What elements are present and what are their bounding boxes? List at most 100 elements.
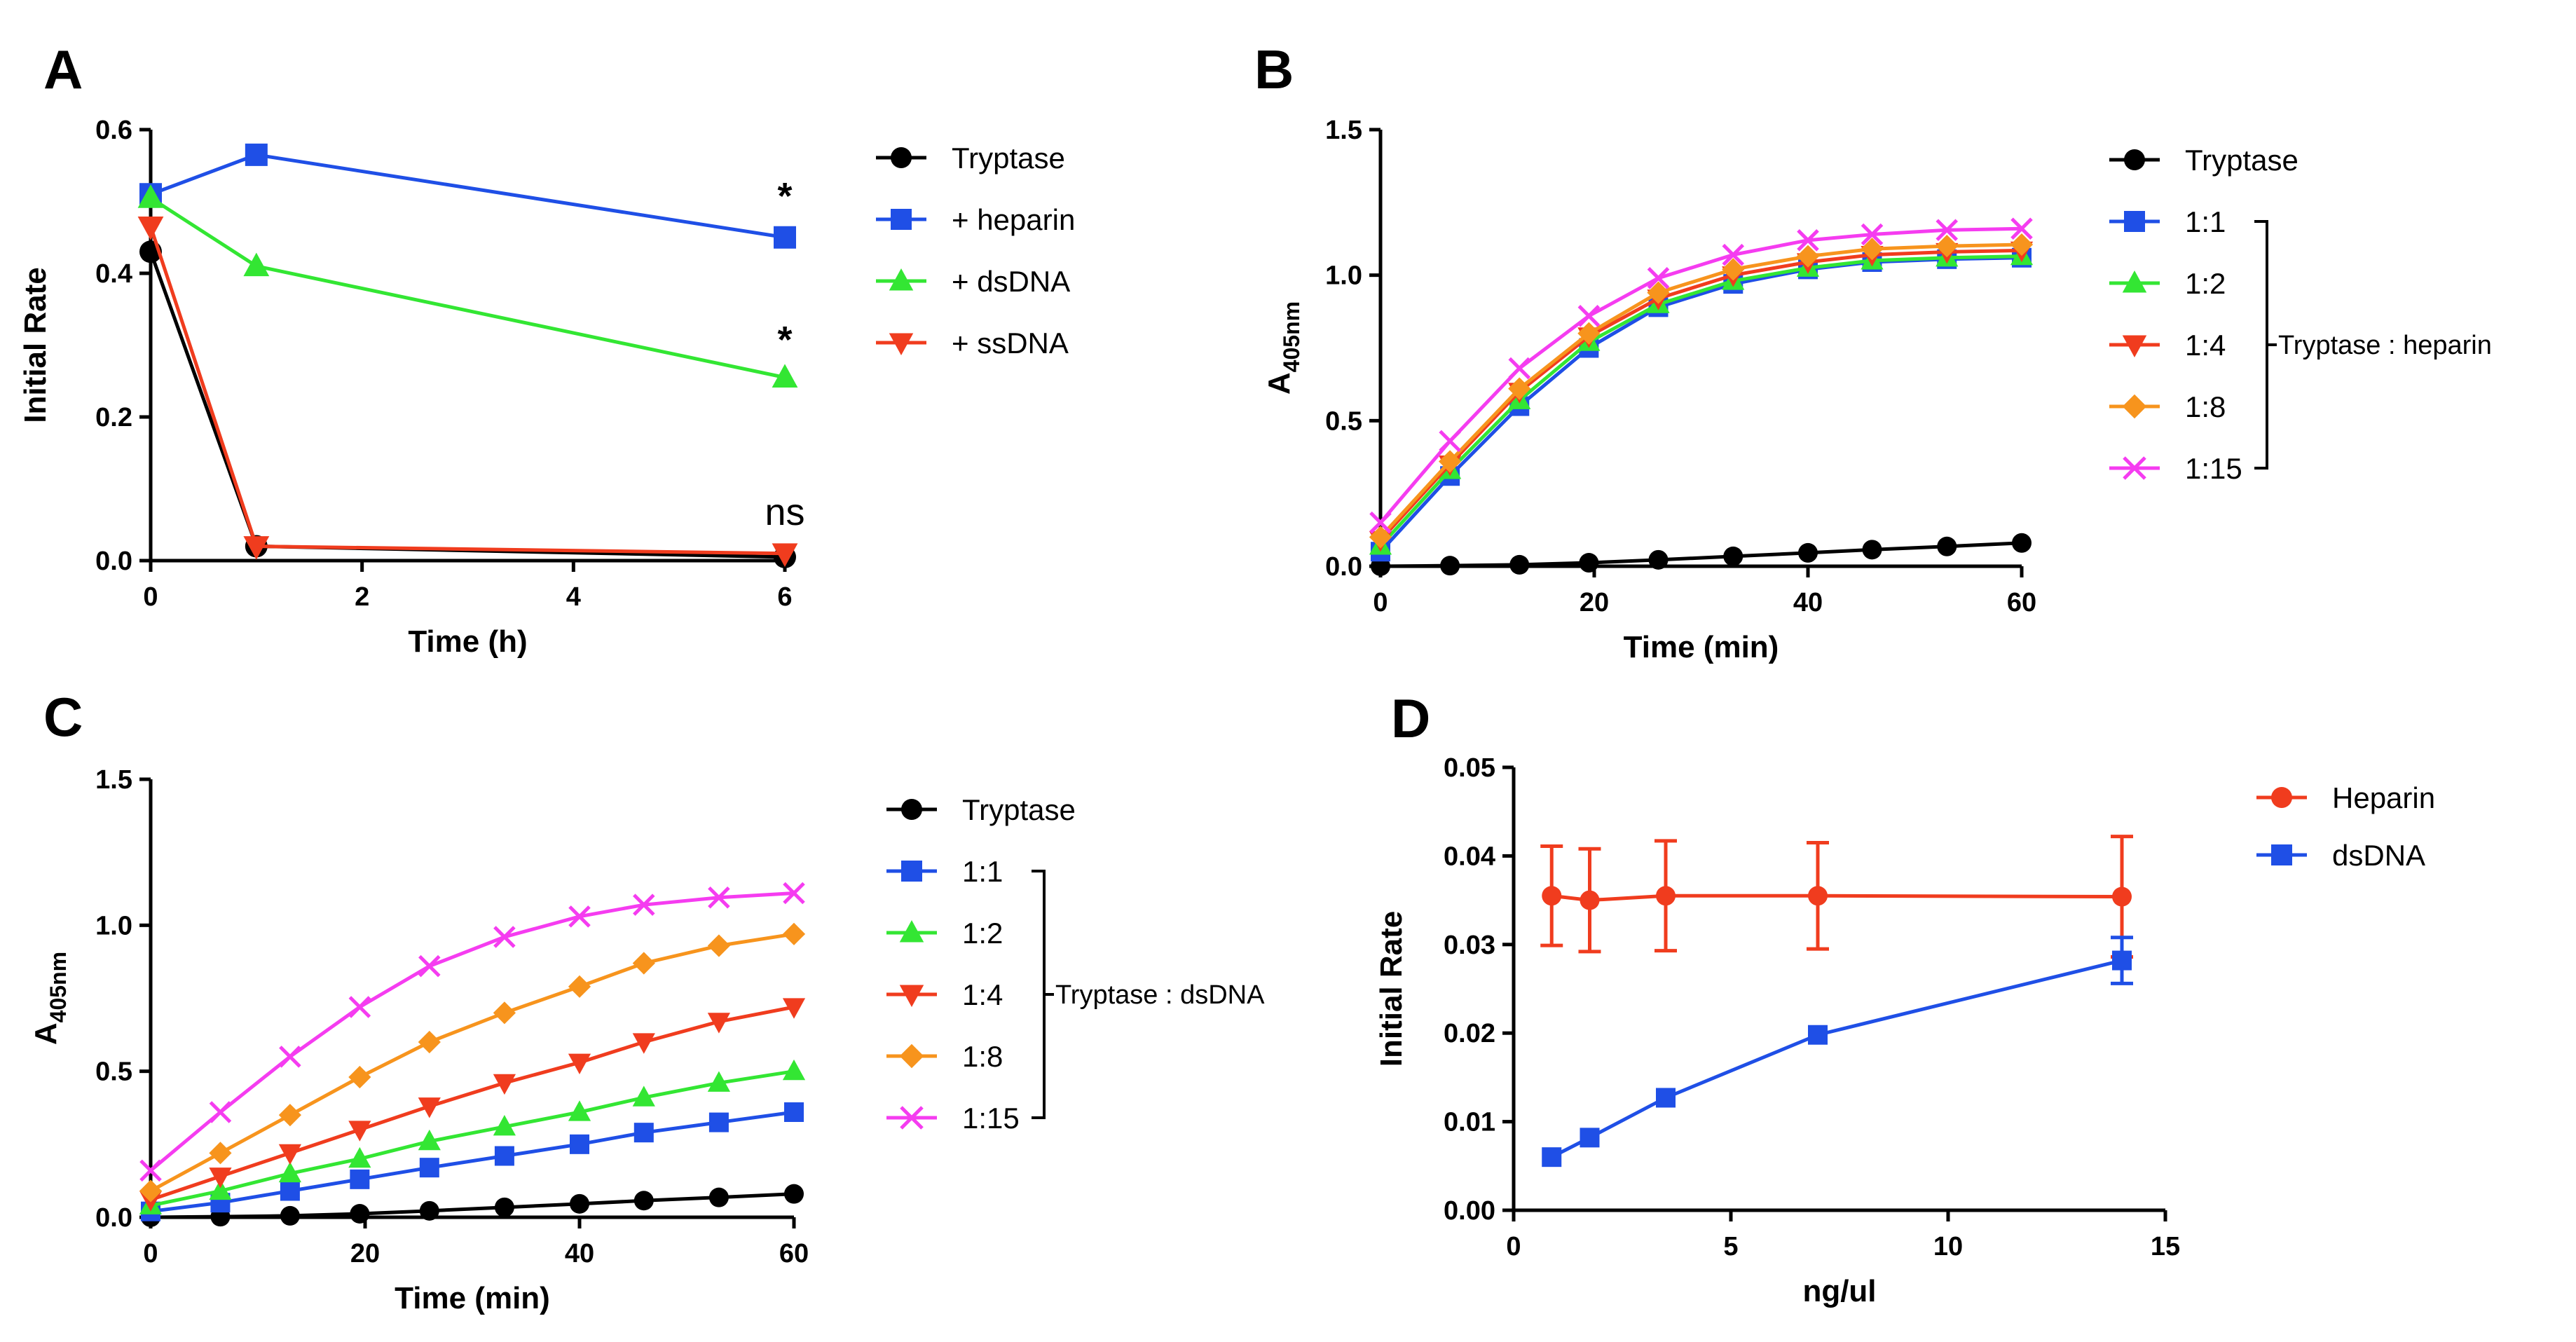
- data-point: [772, 543, 798, 567]
- series-1-15: [139, 882, 805, 1182]
- data-point: [280, 1205, 300, 1226]
- legend: Tryptase 1:1 1:2 1:4 1:8 1:15: [886, 793, 1076, 1135]
- data-point: [707, 1071, 730, 1092]
- x-tick-label: 10: [1933, 1232, 1963, 1261]
- y-axis-title-main: A: [1262, 372, 1296, 395]
- legend-marker: [2123, 456, 2146, 480]
- data-point: [348, 1065, 371, 1089]
- data-point: [568, 1053, 591, 1074]
- data-point: [1577, 305, 1601, 327]
- data-point: [1577, 322, 1601, 345]
- data-point: [708, 886, 730, 909]
- data-point: [278, 1144, 301, 1165]
- x-tick-label: 5: [1723, 1232, 1738, 1261]
- series-1-2: [139, 1059, 806, 1214]
- legend-marker: [2271, 844, 2292, 865]
- data-point: [350, 1169, 370, 1189]
- data-point: [568, 905, 591, 928]
- legend-marker: [2122, 271, 2147, 293]
- series-line: [1379, 226, 2022, 524]
- y-axis-title-subscript: 405nm: [46, 952, 71, 1022]
- x-axis-title: Time (min): [395, 1281, 550, 1315]
- y-tick-label: 0.6: [95, 116, 132, 145]
- legend-label: 1:4: [2185, 329, 2226, 362]
- panel-letter: A: [43, 39, 83, 100]
- legend-marker: [2122, 335, 2147, 357]
- panel-d: D 0.00 0.01 0.02 0.03 0.04 0.05 0 5 10 15 ng/ul Init…: [1374, 687, 2435, 1308]
- y-axis-title: A405nm: [1262, 301, 1304, 395]
- x-axis-title: ng/ul: [1802, 1274, 1876, 1308]
- y-tick-label: 0.03: [1444, 931, 1495, 960]
- legend-marker: [891, 147, 912, 168]
- legend-marker: [2124, 211, 2145, 232]
- legend-label: 1:8: [2185, 390, 2226, 423]
- data-point: [1937, 536, 1957, 556]
- data-point: [784, 1184, 804, 1204]
- data-point: [418, 954, 441, 978]
- y-tick-label: 0.04: [1444, 842, 1495, 871]
- legend-marker: [2124, 149, 2145, 170]
- series-tryptase: [141, 1184, 804, 1227]
- legend-marker: [899, 985, 924, 1007]
- data-point: [632, 1086, 655, 1107]
- data-point: [494, 1146, 514, 1166]
- data-point: [278, 1161, 301, 1183]
- data-point: [350, 1204, 370, 1224]
- y-tick-label: 0.0: [95, 1203, 132, 1233]
- data-point: [280, 1181, 300, 1201]
- y-tick-label: 0.5: [95, 1057, 132, 1087]
- x-tick-label: 20: [1580, 588, 1609, 617]
- bracket-label: Tryptase : dsDNA: [1055, 980, 1265, 1010]
- data-point: [1439, 450, 1462, 473]
- series-line: [1379, 248, 2022, 542]
- data-point: [1369, 511, 1392, 534]
- series-tryptase: [139, 240, 796, 568]
- legend-bracket: [1032, 870, 1054, 1119]
- legend-marker: [900, 1106, 924, 1130]
- series-line: [149, 891, 795, 1172]
- data-point: [707, 1013, 730, 1034]
- y-tick-label: 0.05: [1444, 753, 1495, 783]
- data-point: [1861, 223, 1884, 246]
- significance-annotation: ns: [765, 491, 804, 533]
- legend-marker: [901, 861, 922, 882]
- series-1-8: [139, 922, 806, 1203]
- significance-annotation: *: [777, 319, 792, 361]
- x-tick-label: 6: [777, 582, 792, 612]
- data-point: [493, 1074, 516, 1095]
- x-tick-label: 0: [1506, 1232, 1521, 1261]
- data-point: [1656, 886, 1676, 906]
- series-1-1: [1371, 247, 2032, 562]
- legend-marker: [889, 268, 914, 291]
- series-line: [1379, 254, 2022, 547]
- data-point: [782, 922, 806, 945]
- data-point: [348, 1146, 371, 1168]
- data-point: [1508, 377, 1531, 400]
- data-point: [782, 998, 806, 1019]
- x-tick-label: 60: [779, 1239, 809, 1268]
- data-point: [1542, 1147, 1562, 1168]
- data-point: [570, 1193, 589, 1214]
- panel-b: B 0.0 0.5 1.0 1.5 0 20 40 60 Time (min) A405nm Tryp…: [1254, 39, 2492, 664]
- data-point: [1798, 542, 1818, 563]
- y-tick-label: 0.5: [1325, 406, 1362, 436]
- data-point: [2112, 950, 2132, 971]
- data-point: [348, 1121, 371, 1142]
- series-1-2: [1369, 244, 2034, 555]
- data-point: [632, 1033, 655, 1054]
- data-point: [493, 926, 516, 948]
- legend-label: 1:2: [2185, 267, 2226, 300]
- legend-bracket: [2254, 220, 2277, 470]
- legend-label: 1:2: [962, 917, 1003, 950]
- data-point: [2112, 886, 2132, 907]
- data-point: [568, 1100, 591, 1121]
- y-axis-title-main: A: [29, 1022, 63, 1045]
- y-axis-title: Initial Rate: [1374, 911, 1409, 1067]
- data-point: [2012, 533, 2032, 553]
- x-tick-label: 60: [2007, 588, 2036, 617]
- data-point: [418, 1097, 441, 1118]
- panel-c: C 0.0 0.5 1.0 1.5 0 20 40 60 Time (min) A405nm Tryp…: [29, 686, 1265, 1315]
- y-axis-title: Initial Rate: [18, 267, 53, 423]
- series-1-4: [139, 998, 806, 1212]
